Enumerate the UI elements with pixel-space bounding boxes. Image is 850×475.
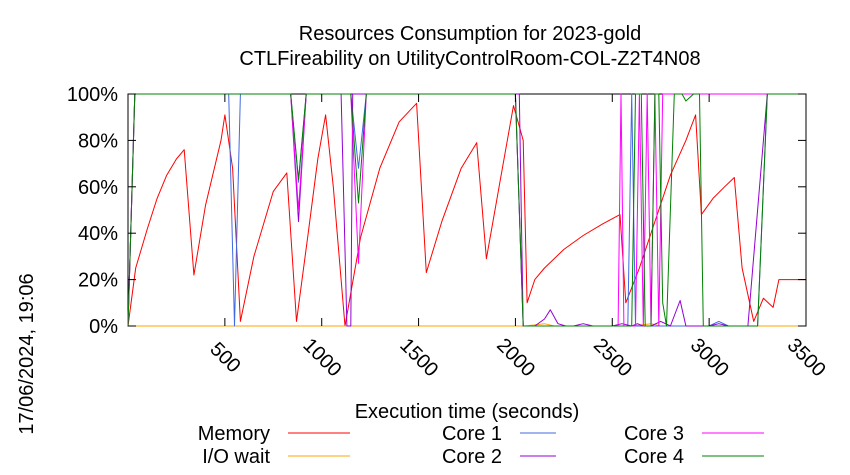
chart-title-line2: CTLFireability on UtilityControlRoom-COL… bbox=[239, 48, 700, 70]
side-timestamp-label: 17/06/2024, 19:06 bbox=[16, 273, 38, 434]
legend-label: Core 3 bbox=[624, 423, 684, 445]
y-tick-label: 80% bbox=[78, 130, 118, 152]
y-tick-label: 40% bbox=[78, 223, 118, 245]
legend-label: Memory bbox=[198, 423, 270, 445]
x-tick-label: 1000 bbox=[298, 334, 345, 381]
x-axis-label: Execution time (seconds) bbox=[355, 401, 580, 423]
legend-label: Core 4 bbox=[624, 446, 684, 468]
x-tick-label: 3500 bbox=[783, 334, 830, 381]
plot-area bbox=[127, 93, 807, 327]
chart-title-line1: Resources Consumption for 2023-gold bbox=[299, 23, 641, 45]
y-axis-ticks: 0% 20% 40% 60% 80% 100% bbox=[67, 84, 806, 338]
legend-label: Core 1 bbox=[442, 423, 502, 445]
x-tick-label: 1500 bbox=[395, 334, 442, 381]
legend-label: I/O wait bbox=[202, 446, 270, 468]
series-line-core-2 bbox=[127, 93, 806, 327]
x-tick-label: 2000 bbox=[492, 334, 539, 381]
legend-label: Core 2 bbox=[442, 446, 502, 468]
y-tick-label: 20% bbox=[78, 270, 118, 292]
series-line-memory bbox=[127, 102, 806, 327]
x-axis-ticks: 500 1000 1500 2000 2500 3000 3500 bbox=[206, 94, 830, 381]
y-tick-label: 60% bbox=[78, 177, 118, 199]
series-line-core-4 bbox=[127, 93, 806, 327]
x-tick-label: 2500 bbox=[589, 334, 636, 381]
y-tick-label: 0% bbox=[89, 316, 118, 338]
x-tick-label: 500 bbox=[206, 338, 245, 377]
x-tick-label: 3000 bbox=[686, 334, 733, 381]
y-tick-label: 100% bbox=[67, 84, 118, 106]
